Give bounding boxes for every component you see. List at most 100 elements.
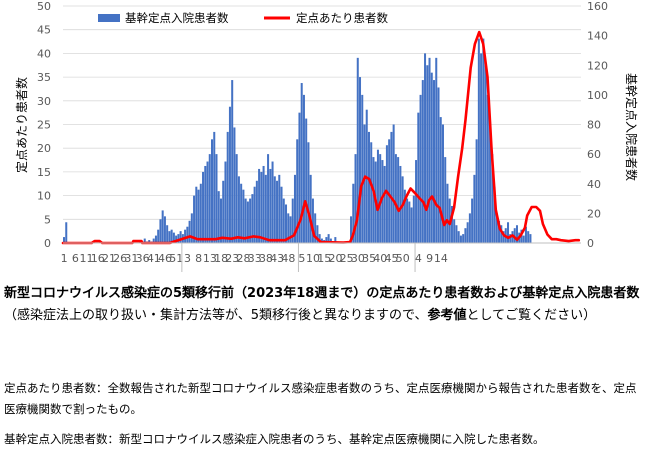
bar-series (63, 38, 532, 244)
bar (352, 183, 355, 243)
right-tick-label: 80 (587, 119, 601, 132)
right-axis-title: 基幹定点入院患者数 (624, 73, 639, 181)
bar (482, 38, 485, 244)
bar (246, 201, 249, 243)
bar (370, 142, 373, 243)
caption-note: （感染症法上の取り扱い・集計方法等が、5類移行後と異なりますので、参考値としてご… (4, 308, 596, 323)
bar (428, 57, 431, 243)
bar (175, 235, 178, 243)
x-tick-label: 9 (426, 252, 433, 265)
bar (280, 186, 283, 243)
x-tick-label: 30 (351, 252, 365, 265)
x-tick-label: 3 (184, 252, 191, 265)
left-tick-label: 45 (37, 24, 51, 37)
x-tick-label: 25 (340, 252, 354, 265)
x-tick-label: 5 (298, 252, 305, 265)
bar (376, 149, 379, 243)
bar (468, 213, 471, 243)
bar (450, 205, 453, 243)
bar (316, 225, 319, 243)
x-tick-label: 6 (72, 252, 79, 265)
bar (300, 83, 303, 244)
bar (410, 207, 413, 243)
left-tick-label: 35 (37, 71, 51, 84)
bar (215, 154, 218, 243)
bar (453, 219, 456, 243)
bar (249, 198, 252, 243)
left-tick-label: 15 (37, 166, 51, 179)
bar (406, 198, 409, 243)
right-tick-label: 0 (587, 237, 594, 250)
bar (502, 231, 505, 243)
bar (390, 131, 393, 243)
bar (484, 65, 487, 243)
x-tick-label: 18 (214, 252, 228, 265)
left-axis-title: 定点あたり患者数 (14, 77, 29, 173)
bar (278, 174, 281, 243)
x-tick-label: 1 (61, 252, 68, 265)
bar (267, 154, 270, 243)
bar (157, 229, 160, 243)
left-tick-label: 30 (37, 95, 51, 108)
bar (363, 124, 366, 243)
bar (430, 72, 433, 243)
bar (219, 198, 222, 243)
caption-note-prefix: （感染症法上の取り扱い・集計方法等が、5類移行後と異なりますので、 (4, 308, 428, 323)
bar (524, 226, 527, 243)
gridlines (63, 5, 581, 220)
definition-sentinel: 定点あたり患者数：全数報告された新型コロナウイルス感染症患者数のうち、定点医療機… (4, 381, 637, 416)
bar (327, 234, 330, 243)
right-tick-label: 20 (587, 207, 601, 220)
bar (298, 112, 301, 244)
bar (240, 183, 243, 243)
x-tick-label: 15 (317, 252, 331, 265)
bar (172, 232, 175, 243)
x-tick-label: 50 (396, 252, 410, 265)
x-tick-label: 21 (102, 252, 116, 265)
bar (522, 235, 525, 243)
bar (305, 118, 308, 243)
bar (466, 222, 469, 243)
bar (515, 225, 518, 243)
x-tick-label: 36 (136, 252, 150, 265)
bar (412, 195, 415, 243)
bar (385, 145, 388, 243)
bar (435, 57, 438, 243)
bar (202, 171, 205, 243)
x-tick-label: 23 (225, 252, 239, 265)
x-tick-label: 40 (373, 252, 387, 265)
bar (291, 198, 294, 243)
bar (426, 65, 429, 243)
bar (244, 198, 247, 243)
left-tick-label: 0 (44, 237, 51, 250)
right-tick-label: 120 (587, 59, 608, 72)
x-tick-label: 33 (248, 252, 262, 265)
bar (415, 160, 418, 243)
left-tick-label: 5 (44, 213, 51, 226)
bar (381, 160, 384, 243)
bar (296, 139, 299, 243)
bar (394, 154, 397, 243)
x-tick-label: 10 (306, 252, 320, 265)
bar (311, 198, 314, 243)
bar (354, 154, 357, 243)
bar (242, 189, 245, 243)
bar (199, 183, 202, 243)
left-tick-label: 40 (37, 47, 51, 60)
bar (419, 94, 422, 243)
bar (233, 127, 236, 243)
x-tick-label: 46 (158, 252, 172, 265)
x-tick-label: 14 (434, 252, 448, 265)
bar (500, 225, 503, 243)
bar (334, 237, 337, 243)
bar (222, 180, 225, 243)
bar (255, 180, 258, 243)
bar (359, 77, 362, 243)
bar (258, 168, 261, 243)
caption-title: 新型コロナウイルス感染症の5類移行前（2023年18週まで）の定点あたり患者数お… (4, 283, 644, 327)
x-tick-label: 45 (385, 252, 399, 265)
x-tick-label: 11 (80, 252, 94, 265)
bar (455, 225, 458, 243)
